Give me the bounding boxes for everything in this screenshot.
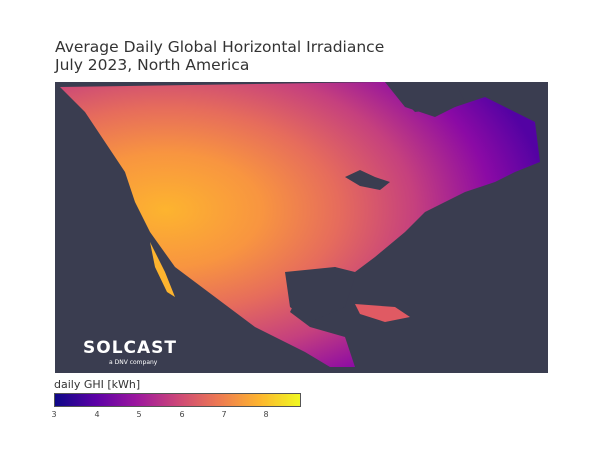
- logo-subtitle: a DNV company: [109, 359, 158, 366]
- great-lakes: [345, 170, 390, 190]
- title-line-2: July 2023, North America: [55, 56, 250, 74]
- colorbar-tick: 3: [51, 410, 57, 419]
- colorbar-tick: 6: [179, 410, 185, 419]
- north-america-landmass: [60, 82, 540, 367]
- colorbar-tick: 5: [136, 410, 142, 419]
- gulf-of-mexico: [285, 267, 355, 322]
- title-line-1: Average Daily Global Horizontal Irradian…: [55, 38, 385, 56]
- irradiance-map: SOLCAST a DNV company: [55, 82, 548, 373]
- map-title: Average Daily Global Horizontal Irradian…: [55, 38, 384, 74]
- colorbar-tick: 8: [263, 410, 269, 419]
- colorbar-tick: 7: [221, 410, 227, 419]
- caribbean-islands: [355, 304, 410, 322]
- logo-text: SOLCAST: [83, 338, 178, 358]
- continent-shape: [60, 82, 540, 367]
- colorbar-tick: 4: [94, 410, 100, 419]
- colorbar: [54, 393, 301, 407]
- solcast-logo: SOLCAST a DNV company: [83, 338, 177, 366]
- colorbar-label: daily GHI [kWh]: [54, 378, 141, 391]
- hudson-bay: [385, 82, 465, 117]
- baja-california: [150, 242, 175, 297]
